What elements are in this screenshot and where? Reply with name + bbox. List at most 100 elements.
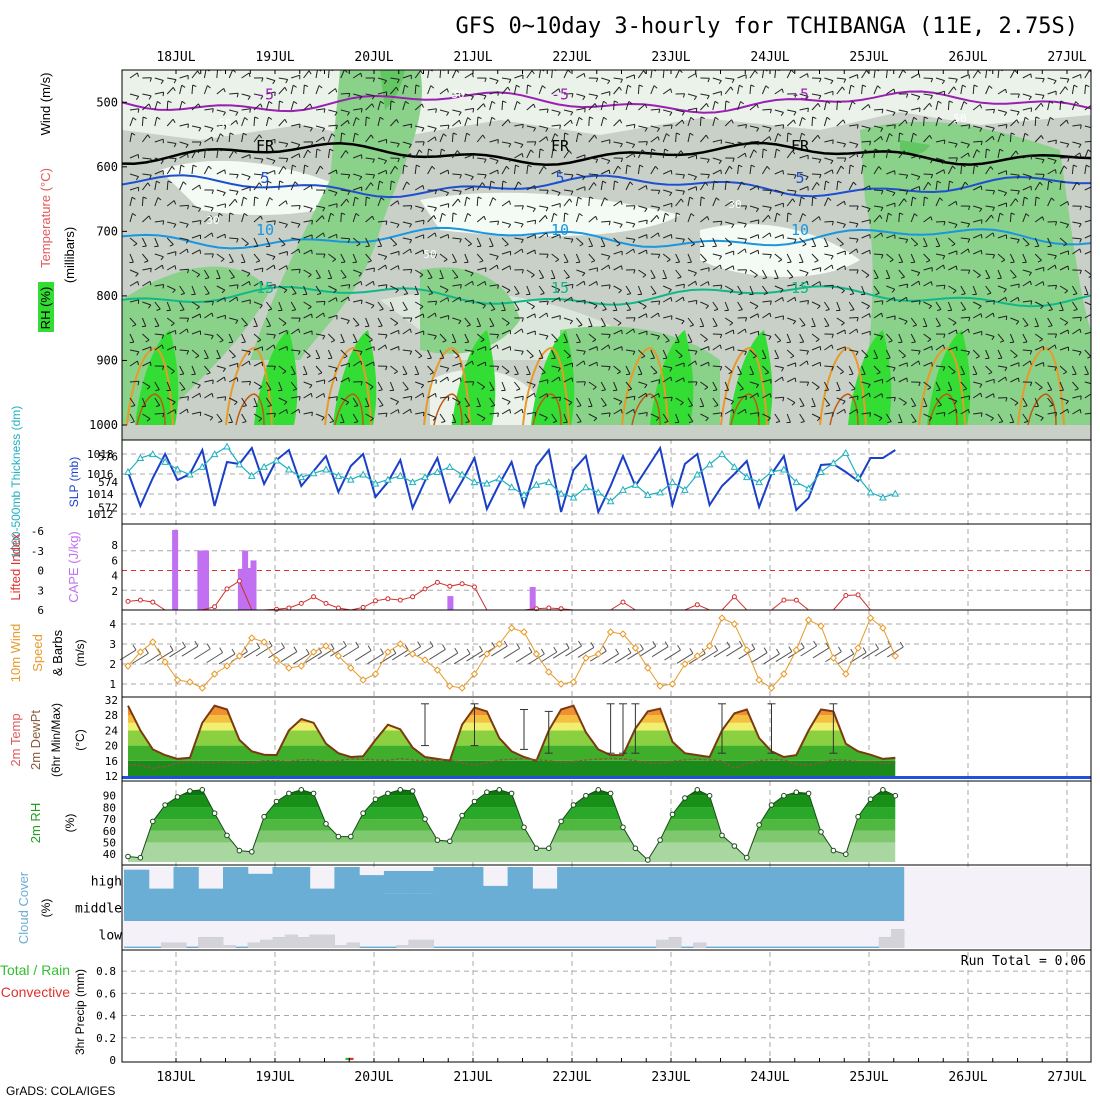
wind-barb-flag xyxy=(776,148,781,152)
wind-barb xyxy=(291,123,301,127)
wind-barb xyxy=(414,269,424,276)
wind-barb-flag xyxy=(917,176,921,181)
precip-tick: 0.4 xyxy=(96,1010,116,1023)
wind-barb-flag xyxy=(825,180,830,184)
wind-barb-flag xyxy=(242,405,247,407)
surface-wind-barb xyxy=(565,645,582,657)
wind-barb xyxy=(911,269,920,274)
wind-barb xyxy=(489,381,495,391)
wind-barb-flag xyxy=(953,86,957,91)
cloud-middle-cell xyxy=(693,894,707,921)
date-label-top: 21JUL xyxy=(453,50,492,65)
wind-barb xyxy=(290,248,299,255)
wind-barb xyxy=(402,328,411,335)
wind-barb xyxy=(452,189,462,192)
wind-barb xyxy=(353,299,363,303)
wind-barb-flag xyxy=(292,293,297,295)
wind-barb-flag xyxy=(1055,285,1058,290)
wind-speed-point xyxy=(483,650,491,658)
wind-barb xyxy=(873,166,880,175)
wind-barb-flag xyxy=(889,259,894,263)
wind-barb-flag xyxy=(912,324,917,327)
wind-barb xyxy=(699,116,702,127)
wind-barb xyxy=(724,408,734,415)
wind-barb-flag xyxy=(1029,382,1033,387)
wind-barb-flag xyxy=(531,70,535,75)
wind-barb xyxy=(700,267,710,271)
wind-barb xyxy=(836,250,846,255)
wind-barb xyxy=(551,349,556,359)
wind-barb xyxy=(452,93,462,95)
cloud-low-cell xyxy=(383,946,397,948)
wind-barb-flag xyxy=(345,150,349,154)
wind-barb xyxy=(849,395,859,399)
wind-barb-flag xyxy=(1054,264,1057,270)
cloud-high-cell xyxy=(581,867,595,894)
surface-wind-barb xyxy=(503,647,520,659)
wind-barb-flag xyxy=(608,412,611,417)
wind-barb xyxy=(873,312,882,319)
wind-barb-flag xyxy=(336,396,338,401)
wind-barb xyxy=(315,205,325,209)
wind-barb xyxy=(700,413,709,419)
slp-line xyxy=(127,445,896,516)
wind-barb xyxy=(836,285,845,291)
wind-barb xyxy=(204,413,213,418)
wind-barb xyxy=(600,101,604,111)
thickness-point xyxy=(198,462,207,470)
cloud-high-cell xyxy=(359,875,372,894)
wind-barb xyxy=(241,197,244,207)
rh-point xyxy=(471,798,478,805)
wind-barb-flag xyxy=(713,180,718,184)
wind-barb-flag xyxy=(403,309,408,312)
date-label-bottom: 25JUL xyxy=(849,1070,888,1085)
wind-barb xyxy=(439,124,450,127)
wind-barb xyxy=(191,165,194,175)
wind-barb-flag xyxy=(546,300,549,306)
thickness-point xyxy=(322,465,330,473)
date-label-top: 20JUL xyxy=(354,50,393,65)
isotherm-label: 15 xyxy=(791,279,809,297)
wind-barb xyxy=(228,132,231,143)
wind-barb-flag xyxy=(968,124,971,129)
cape-bar xyxy=(447,596,454,610)
wind-barb xyxy=(724,100,727,111)
wind-barb xyxy=(154,101,158,111)
cape-bar xyxy=(172,530,179,610)
wind-barb-flag xyxy=(985,277,990,280)
wind-barb xyxy=(1035,77,1045,80)
wind-barb-flag xyxy=(342,276,347,279)
wind-barb xyxy=(985,378,995,383)
wind-barb-flag xyxy=(595,216,598,221)
wind-barb xyxy=(340,173,350,176)
wind-barb-flag xyxy=(1005,89,1007,94)
cloud-low-cell xyxy=(755,946,768,948)
wind-barb xyxy=(948,237,956,245)
cloud-low-cell xyxy=(495,946,509,948)
surface-wind-barb-flag xyxy=(800,642,805,649)
wind-barb-flag xyxy=(695,381,698,386)
wind-barb-flag xyxy=(472,300,475,305)
wind-barb-flag xyxy=(308,70,312,75)
wind-barb xyxy=(973,233,982,239)
wind-barb xyxy=(1034,397,1039,407)
wind-barb-flag xyxy=(136,351,140,356)
wind-barb xyxy=(799,93,809,97)
wind-barb-flag xyxy=(187,269,190,274)
wind-barb xyxy=(551,376,560,383)
wind-barb xyxy=(774,269,779,279)
wind-barb xyxy=(303,285,308,295)
wind-barb xyxy=(427,108,437,111)
wind-barb-flag xyxy=(768,336,772,340)
wind-barb xyxy=(390,397,399,403)
wind-barb-flag xyxy=(346,198,350,203)
wind-barb xyxy=(166,180,169,191)
wind-barb xyxy=(625,301,632,310)
rh-point xyxy=(409,788,416,794)
wind-barb-flag xyxy=(292,84,297,88)
wind-barb xyxy=(290,381,298,390)
lifted-index-point xyxy=(385,596,391,602)
wind-barb-flag xyxy=(627,388,632,391)
wind-barb xyxy=(613,317,622,324)
wind-barb xyxy=(1022,269,1032,273)
